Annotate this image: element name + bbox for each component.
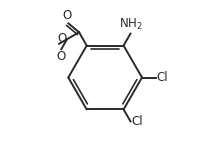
Text: O: O	[56, 50, 65, 63]
Text: O: O	[63, 9, 72, 22]
Text: O: O	[57, 32, 67, 45]
Text: Cl: Cl	[131, 115, 143, 128]
Text: Cl: Cl	[157, 71, 168, 84]
Text: NH$_2$: NH$_2$	[119, 17, 143, 32]
